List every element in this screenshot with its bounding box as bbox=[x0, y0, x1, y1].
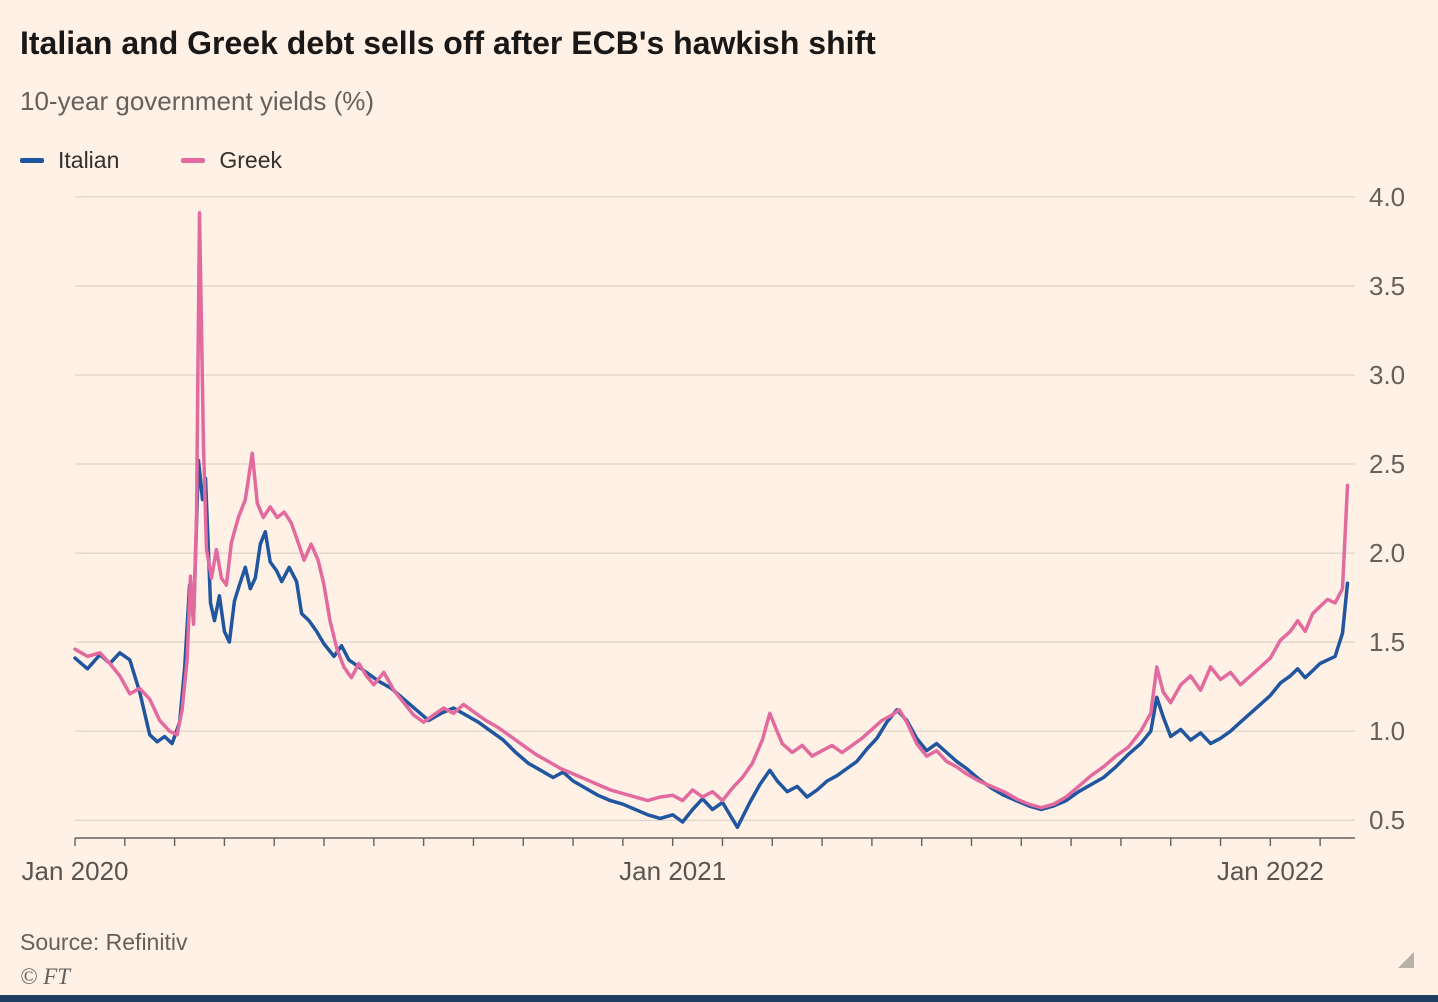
legend-label-italian: Italian bbox=[58, 147, 120, 174]
resize-corner-icon[interactable] bbox=[1398, 952, 1414, 968]
svg-text:1.5: 1.5 bbox=[1369, 628, 1405, 658]
svg-text:3.0: 3.0 bbox=[1369, 360, 1405, 390]
legend-label-greek: Greek bbox=[219, 147, 283, 174]
legend-item-italian: Italian bbox=[20, 147, 119, 174]
legend: Italian Greek bbox=[20, 147, 1418, 174]
svg-text:2.5: 2.5 bbox=[1369, 449, 1405, 479]
svg-text:Jan 2021: Jan 2021 bbox=[619, 856, 726, 886]
source-text: Source: Refinitiv bbox=[20, 929, 188, 956]
legend-item-greek: Greek bbox=[181, 147, 282, 174]
svg-text:2.0: 2.0 bbox=[1369, 538, 1405, 568]
italian-line-swatch bbox=[20, 158, 44, 164]
svg-text:3.5: 3.5 bbox=[1369, 271, 1405, 301]
chart-subtitle: 10-year government yields (%) bbox=[20, 86, 375, 117]
svg-text:Jan 2020: Jan 2020 bbox=[22, 856, 129, 886]
bottom-bar bbox=[0, 995, 1438, 1002]
chart-title: Italian and Greek debt sells off after E… bbox=[20, 25, 876, 61]
svg-text:1.0: 1.0 bbox=[1369, 717, 1405, 747]
ft-copyright: © FT bbox=[20, 964, 71, 990]
greek-line-swatch bbox=[181, 158, 206, 164]
svg-text:Jan 2022: Jan 2022 bbox=[1217, 856, 1324, 886]
chart-canvas: 0.5 1.0 1.5 2.0 2.5 3.0 3.5 4.0 Jan 2020 Jan 2021… bbox=[20, 178, 1418, 895]
svg-text:4.0: 4.0 bbox=[1369, 182, 1405, 212]
svg-text:0.5: 0.5 bbox=[1369, 806, 1405, 836]
